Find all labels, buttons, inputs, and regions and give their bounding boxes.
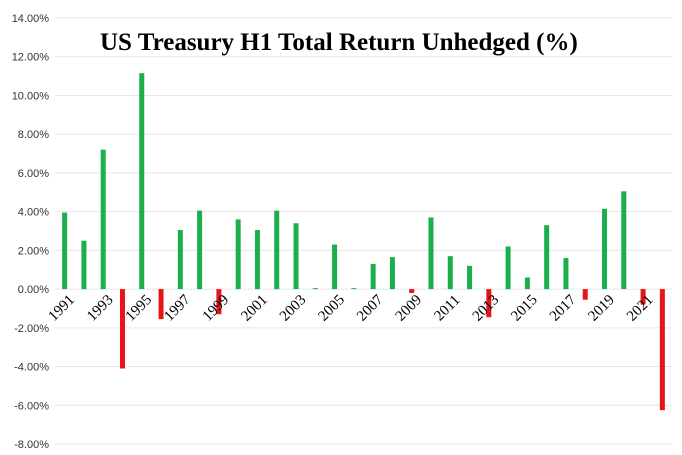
bar-2003 — [293, 223, 299, 290]
bar-2010 — [428, 217, 434, 290]
bar-2016 — [544, 225, 550, 290]
x-tick-label: 2013 — [470, 292, 503, 325]
bar-1991 — [62, 212, 68, 290]
y-tick-label: -8.00% — [14, 439, 49, 451]
bar-2002 — [274, 210, 280, 290]
x-tick-label: 2015 — [508, 292, 541, 325]
bar-2012 — [467, 265, 473, 290]
x-tick-label: 2001 — [238, 292, 271, 325]
x-tick-label: 2009 — [393, 292, 426, 325]
bar-2007 — [370, 263, 376, 290]
bar-1997 — [177, 230, 183, 290]
x-tick-label: 1991 — [46, 292, 79, 325]
x-tick-label: 2005 — [315, 292, 348, 325]
bar-2008 — [389, 257, 395, 290]
y-axis-ticks: 14.00% 12.00% 10.00% 8.00% 6.00% 4.00% 2.00% 0.… — [12, 13, 50, 451]
y-tick-label: 12.00% — [12, 52, 50, 64]
x-tick-label: 1999 — [200, 292, 233, 325]
bar-2019 — [602, 208, 608, 290]
y-tick-label: 10.00% — [12, 90, 50, 102]
y-tick-label: -2.00% — [14, 323, 49, 335]
bar-1996 — [158, 289, 164, 320]
x-tick-label: 2011 — [431, 292, 463, 324]
bar-1994 — [119, 289, 125, 369]
y-tick-label: 14.00% — [12, 13, 50, 25]
bars — [62, 73, 665, 411]
x-tick-label: 1997 — [161, 292, 194, 325]
bar-2000 — [235, 219, 241, 290]
y-tick-label: -4.00% — [14, 362, 49, 374]
bar-2009 — [409, 289, 415, 293]
bar-1992 — [81, 240, 87, 290]
bar-2011 — [447, 256, 453, 290]
x-tick-label: 2017 — [547, 292, 580, 325]
x-tick-label: 1993 — [84, 292, 117, 325]
chart-title: US Treasury H1 Total Return Unhedged (%) — [100, 29, 578, 56]
bar-2013 — [486, 289, 492, 318]
bar-2018 — [582, 289, 588, 300]
x-tick-label: 2003 — [277, 292, 310, 325]
y-tick-label: -6.00% — [14, 400, 49, 412]
y-tick-label: 8.00% — [18, 129, 49, 141]
y-tick-label: 4.00% — [18, 207, 49, 219]
bar-2015 — [524, 277, 530, 290]
bar-2005 — [332, 244, 338, 290]
bar-2020 — [621, 191, 627, 290]
y-tick-label: 6.00% — [18, 168, 49, 180]
bar-1998 — [197, 210, 203, 290]
bar-2004 — [312, 288, 318, 290]
bar-2001 — [254, 230, 260, 290]
bar-1999 — [216, 289, 222, 315]
grid-lines — [55, 17, 672, 445]
y-tick-label: 0.00% — [18, 284, 49, 296]
x-tick-label: 2021 — [624, 292, 657, 325]
x-tick-label: 1995 — [123, 292, 156, 325]
bar-1993 — [100, 149, 106, 290]
x-tick-label: 2019 — [585, 292, 618, 325]
x-axis-labels: 1991 1993 1995 1997 1999 2001 2003 2005 2007 2009… — [46, 292, 657, 325]
bar-2021 — [640, 289, 646, 305]
x-tick-label: 2007 — [354, 292, 387, 325]
bar-2022 — [659, 289, 665, 411]
y-tick-label: 2.00% — [18, 245, 49, 257]
bar-2014 — [505, 246, 511, 290]
bar-2006 — [351, 288, 357, 290]
bar-1995 — [139, 73, 145, 290]
bar-2017 — [563, 258, 569, 290]
